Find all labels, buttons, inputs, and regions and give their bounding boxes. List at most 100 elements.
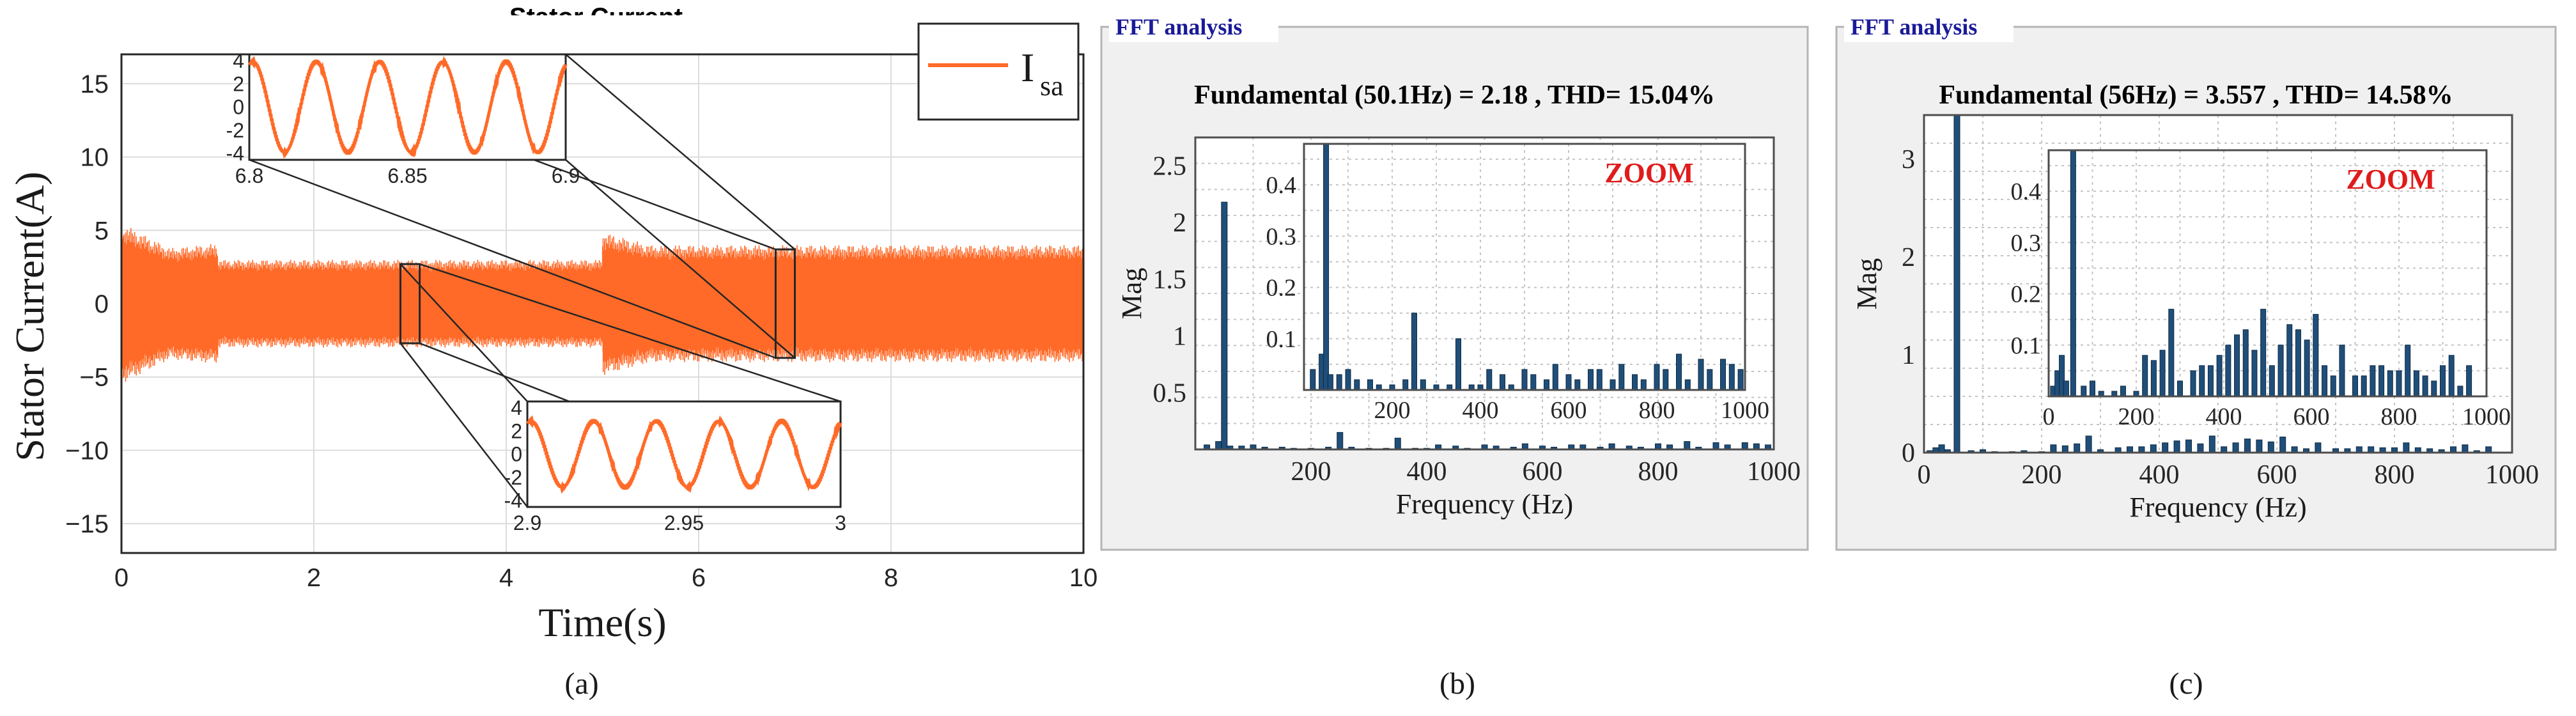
zoom-y-tick: 0.4 <box>1266 172 1297 199</box>
zoom-bar <box>1310 369 1316 391</box>
fft-bar <box>2315 442 2322 453</box>
fft-y-tick: 2 <box>1173 208 1186 238</box>
inset-x-tick: 2.9 <box>513 511 541 534</box>
zoom-bar <box>2150 360 2157 397</box>
zoom-bar <box>2313 314 2319 397</box>
zoom-y-tick: 0.3 <box>1266 223 1297 250</box>
zoom-x-tick: 400 <box>1463 397 1499 424</box>
fft-x-tick: 200 <box>2022 460 2062 490</box>
zoom-bar <box>2234 334 2240 397</box>
zoom-bar <box>2304 339 2310 397</box>
inset-y-tick: -2 <box>226 119 244 142</box>
fft-bar <box>2256 439 2263 453</box>
zoom-bar <box>2405 345 2411 397</box>
inset-waveform <box>525 415 842 495</box>
zoom-bar <box>1345 369 1351 391</box>
zoom-bar <box>1455 338 1461 391</box>
zoom-bar <box>2352 375 2358 397</box>
zoom-connector <box>400 343 528 508</box>
zoom-bar <box>1411 313 1417 391</box>
zoom-bar <box>2142 355 2148 397</box>
fft-y-tick: 0.5 <box>1153 378 1187 408</box>
inset-x-tick: 6.85 <box>387 164 427 187</box>
x-tick-label: 10 <box>1069 564 1098 592</box>
inset-y-tick: 4 <box>233 49 244 72</box>
zoom-bar <box>1336 374 1342 391</box>
inset-y-tick: 2 <box>511 419 522 442</box>
inset-y-tick: -4 <box>504 489 522 512</box>
zoom-plot-frame <box>1303 143 1746 391</box>
zoom-bar <box>2466 365 2472 397</box>
zoom-connector <box>249 159 776 359</box>
zoom-bar <box>2286 324 2293 397</box>
fft-bar <box>1394 437 1401 450</box>
fft-bar <box>1337 432 1344 450</box>
fft-bar <box>2085 435 2092 453</box>
fft-bar <box>2061 445 2068 453</box>
fft-label-bg <box>1844 13 2013 42</box>
caption-a: (a) <box>564 667 598 701</box>
fft-title: Fundamental (56Hz) = 3.557 , THD= 14.58% <box>1939 81 2453 110</box>
fft-bar <box>2208 435 2215 453</box>
fft-bar <box>1221 201 1228 450</box>
zoom-bar <box>2207 365 2214 397</box>
zoom-bar <box>2378 365 2385 397</box>
zoom-label: ZOOM <box>2346 164 2435 195</box>
zoom-bar <box>2322 365 2328 397</box>
zoom-bar <box>1574 379 1581 391</box>
zoom-bar <box>1663 369 1669 391</box>
zoom-bar <box>1588 369 1594 391</box>
zoom-bar <box>2190 370 2196 397</box>
zoom-connector <box>565 159 796 359</box>
inset-x-tick: 6.9 <box>552 164 580 187</box>
zoom-x-tick: 0 <box>2043 403 2055 430</box>
inset-y-tick: 0 <box>233 96 244 119</box>
inset-y-tick: -4 <box>226 142 244 165</box>
zoom-connector <box>419 263 841 403</box>
fft-analysis-label: FFT analysis <box>1851 14 1977 40</box>
fft-bar <box>2074 443 2081 453</box>
fft-bar <box>2462 444 2469 453</box>
fft-bar <box>1741 442 1748 450</box>
zoom-bar <box>2440 365 2446 397</box>
zoom-bar <box>2251 350 2258 397</box>
zoom-bar <box>1565 374 1572 391</box>
zoom-bar <box>2295 329 2301 397</box>
inset-x-tick: 3 <box>835 511 846 534</box>
inset-y-tick: 2 <box>233 72 244 95</box>
title-a-group: Stator Current <box>509 3 683 15</box>
y-tick-label: 10 <box>81 144 109 172</box>
y-axis-label: Stator Current(A) <box>7 171 52 461</box>
zoom-bar <box>2448 355 2455 397</box>
zoom-bar <box>1728 364 1735 391</box>
fft-bar <box>2244 439 2251 453</box>
zoom-bar <box>2081 385 2087 397</box>
zoom-bar <box>2090 380 2095 397</box>
y-tick-label: 15 <box>81 70 109 98</box>
zoom-bar <box>2387 370 2393 397</box>
fft-y-axis-label: Mag <box>1851 258 1882 310</box>
fft-y-axis-label: Mag <box>1116 268 1147 320</box>
zoom-bar <box>1500 374 1505 391</box>
fft-x-tick: 400 <box>2139 460 2180 490</box>
x-axis-label: Time(s) <box>538 600 666 645</box>
stator-current-line <box>121 226 1084 383</box>
legend-subscript: sa <box>1040 70 1064 102</box>
inset-frame <box>248 53 567 161</box>
zoom-bar <box>2063 380 2069 397</box>
zoom-bar <box>1521 369 1528 391</box>
fft-x-tick: 200 <box>1291 457 1331 486</box>
panel-c: FFT analysis Fundamental (56Hz) = 3.557 ,… <box>1835 13 2557 701</box>
inset-y-tick: 0 <box>511 443 522 466</box>
fft-bar <box>2150 444 2157 453</box>
zoom-connector <box>400 263 528 402</box>
zoom-y-tick: 0.2 <box>1266 275 1297 302</box>
y-tick-label: −15 <box>65 510 109 538</box>
zoom-bar <box>1354 379 1360 391</box>
zoom-bar <box>1544 379 1549 391</box>
zoom-y-tick: 0.1 <box>1266 326 1297 353</box>
panel-b: FFT analysis Fundamental (50.1Hz) = 2.18 … <box>1100 13 1809 701</box>
plot-a-frame <box>120 53 1085 554</box>
fft-x-tick: 1000 <box>1747 457 1801 486</box>
